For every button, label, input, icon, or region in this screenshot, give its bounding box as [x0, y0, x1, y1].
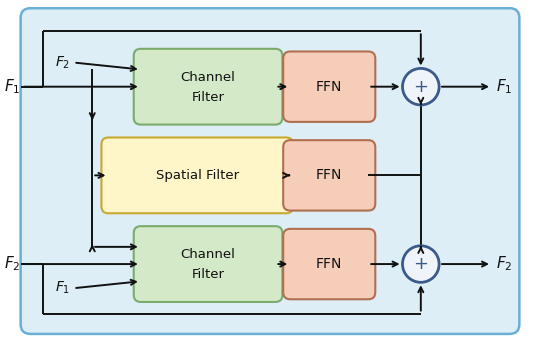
FancyBboxPatch shape	[283, 140, 375, 210]
FancyBboxPatch shape	[283, 229, 375, 299]
Text: $F_1$: $F_1$	[4, 77, 21, 96]
FancyBboxPatch shape	[134, 49, 282, 124]
Circle shape	[402, 68, 439, 105]
Text: Spatial Filter: Spatial Filter	[156, 169, 239, 182]
FancyBboxPatch shape	[102, 137, 293, 213]
Text: $F_2$: $F_2$	[496, 255, 512, 273]
Circle shape	[402, 246, 439, 282]
Text: +: +	[413, 255, 428, 273]
Text: $F_1$: $F_1$	[496, 77, 512, 96]
Text: $F_1$: $F_1$	[55, 280, 70, 296]
Text: +: +	[413, 78, 428, 96]
Text: $F_2$: $F_2$	[4, 255, 21, 273]
Text: FFN: FFN	[316, 257, 342, 271]
Text: FFN: FFN	[316, 80, 342, 94]
Text: Channel: Channel	[180, 249, 235, 261]
FancyBboxPatch shape	[21, 8, 519, 334]
FancyBboxPatch shape	[283, 51, 375, 122]
Text: Channel: Channel	[180, 71, 235, 84]
Text: FFN: FFN	[316, 168, 342, 182]
Text: Filter: Filter	[192, 91, 225, 104]
Text: $F_2$: $F_2$	[55, 54, 70, 71]
Text: Filter: Filter	[192, 268, 225, 281]
FancyBboxPatch shape	[134, 226, 282, 302]
